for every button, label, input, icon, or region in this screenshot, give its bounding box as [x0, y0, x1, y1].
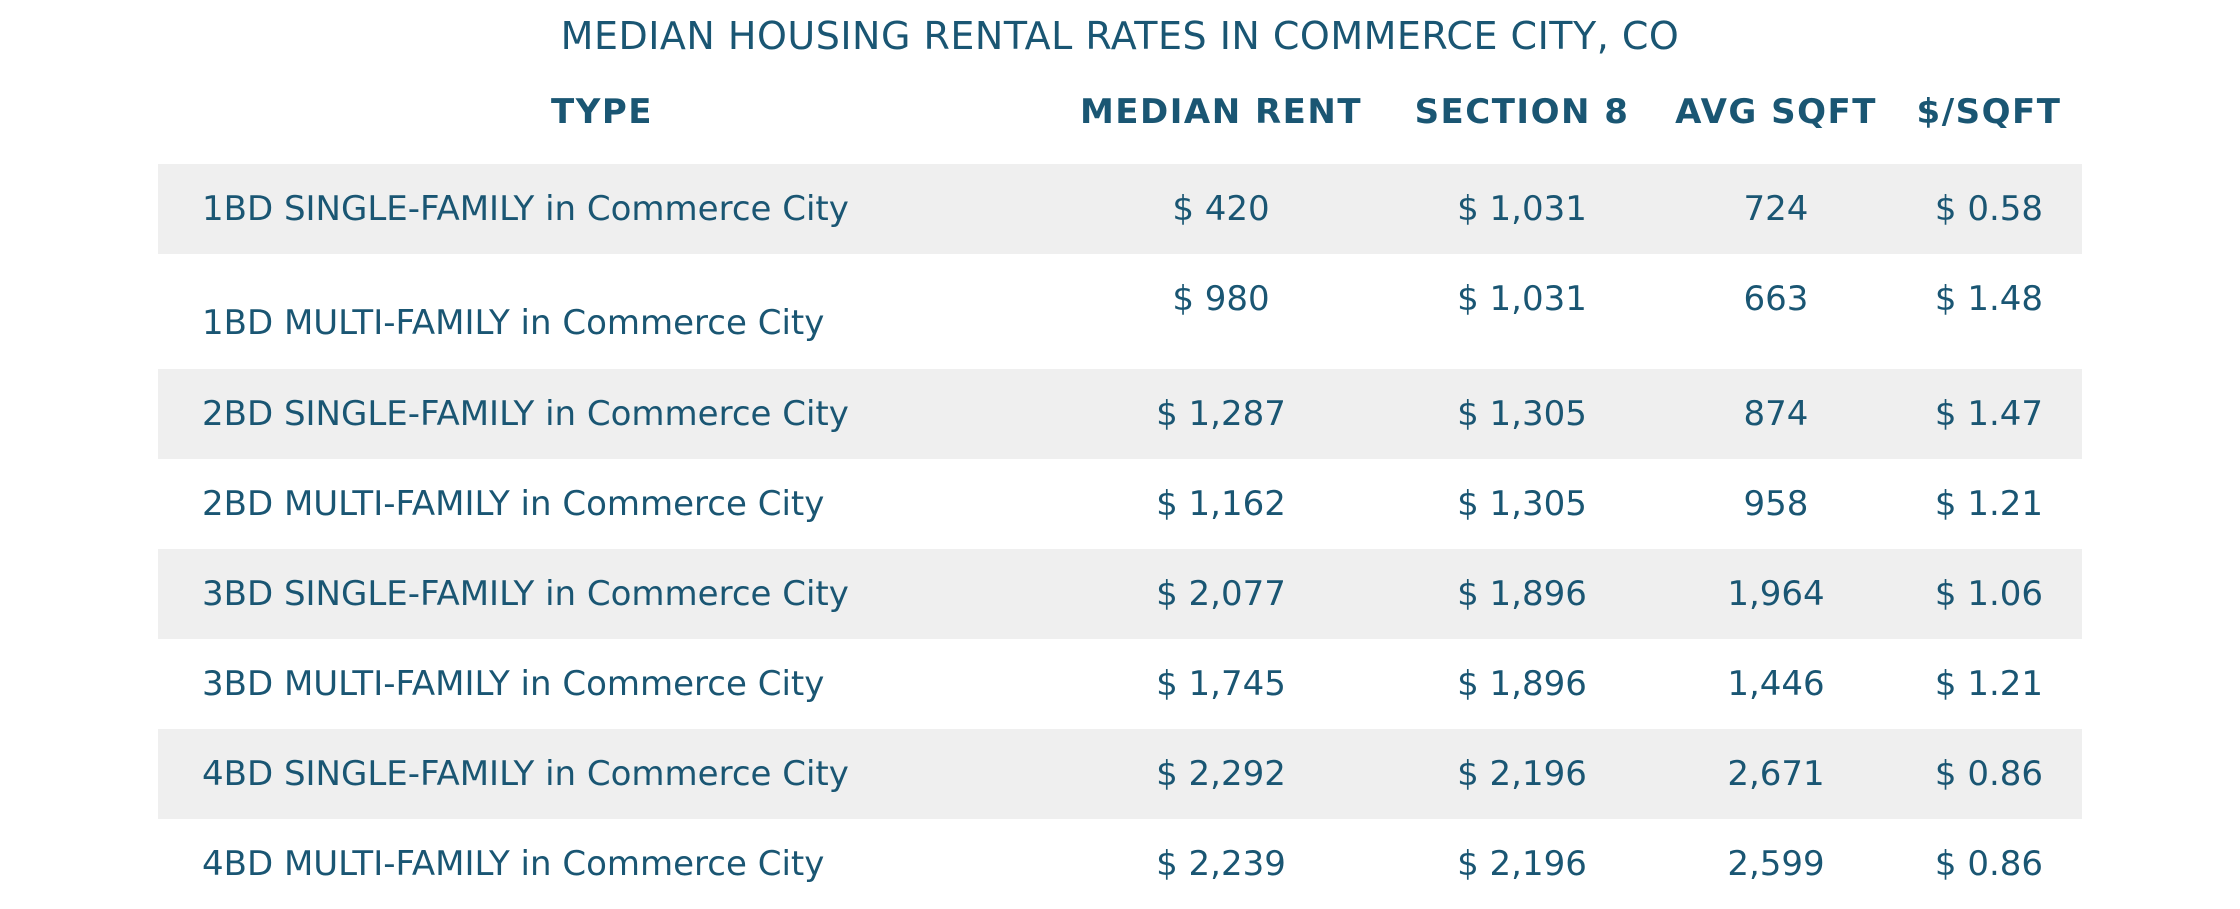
cell-median-rent: $ 1,745	[1156, 664, 1286, 704]
cell-price-per-sqft: $ 1.06	[1934, 574, 2044, 614]
cell-avg-sqft: 1,964	[1727, 574, 1825, 614]
cell-avg-sqft: 2,599	[1727, 844, 1825, 884]
cell-section-8: $ 1,896	[1457, 574, 1587, 614]
header-section-8: SECTION 8	[1414, 92, 1630, 132]
cell-section-8: $ 1,305	[1457, 484, 1587, 524]
table-row: 1BD MULTI-FAMILY in Commerce City $ 980 …	[158, 254, 2082, 369]
cell-median-rent: $ 420	[1172, 189, 1270, 229]
table-header: TYPE MEDIAN RENT SECTION 8 AVG SQFT $/SQ…	[0, 92, 2240, 148]
cell-section-8: $ 1,031	[1457, 189, 1587, 229]
cell-avg-sqft: 724	[1743, 189, 1809, 229]
cell-type: 1BD SINGLE-FAMILY in Commerce City	[202, 189, 849, 229]
header-type: TYPE	[551, 92, 653, 132]
cell-section-8: $ 1,031	[1457, 279, 1587, 319]
cell-type: 4BD SINGLE-FAMILY in Commerce City	[202, 754, 849, 794]
cell-type: 3BD MULTI-FAMILY in Commerce City	[202, 664, 825, 704]
cell-section-8: $ 1,305	[1457, 394, 1587, 434]
cell-type: 2BD MULTI-FAMILY in Commerce City	[202, 484, 825, 524]
cell-type: 2BD SINGLE-FAMILY in Commerce City	[202, 394, 849, 434]
page-title: MEDIAN HOUSING RENTAL RATES IN COMMERCE …	[560, 14, 1680, 58]
table-body: 1BD SINGLE-FAMILY in Commerce City $ 420…	[158, 164, 2082, 909]
cell-median-rent: $ 2,292	[1156, 754, 1286, 794]
cell-price-per-sqft: $ 1.21	[1934, 664, 2044, 704]
cell-price-per-sqft: $ 1.21	[1934, 484, 2044, 524]
cell-avg-sqft: 663	[1743, 279, 1809, 319]
cell-type: 4BD MULTI-FAMILY in Commerce City	[202, 844, 825, 884]
cell-price-per-sqft: $ 0.86	[1934, 754, 2044, 794]
cell-type: 1BD MULTI-FAMILY in Commerce City	[202, 303, 825, 343]
cell-price-per-sqft: $ 0.58	[1934, 189, 2044, 229]
cell-avg-sqft: 2,671	[1727, 754, 1825, 794]
table-row: 4BD MULTI-FAMILY in Commerce City $ 2,23…	[158, 819, 2082, 909]
cell-section-8: $ 2,196	[1457, 844, 1587, 884]
cell-section-8: $ 2,196	[1457, 754, 1587, 794]
table-row: 1BD SINGLE-FAMILY in Commerce City $ 420…	[158, 164, 2082, 254]
header-median-rent: MEDIAN RENT	[1079, 92, 1363, 132]
table-row: 2BD SINGLE-FAMILY in Commerce City $ 1,2…	[158, 369, 2082, 459]
cell-avg-sqft: 1,446	[1727, 664, 1825, 704]
cell-price-per-sqft: $ 1.48	[1934, 279, 2044, 319]
header-price-per-sqft: $/SQFT	[1916, 92, 2062, 132]
table-row: 4BD SINGLE-FAMILY in Commerce City $ 2,2…	[158, 729, 2082, 819]
cell-avg-sqft: 958	[1743, 484, 1809, 524]
header-avg-sqft: AVG SQFT	[1675, 92, 1877, 132]
table-row: 2BD MULTI-FAMILY in Commerce City $ 1,16…	[158, 459, 2082, 549]
cell-avg-sqft: 874	[1743, 394, 1809, 434]
cell-median-rent: $ 1,287	[1156, 394, 1286, 434]
cell-section-8: $ 1,896	[1457, 664, 1587, 704]
table-row: 3BD MULTI-FAMILY in Commerce City $ 1,74…	[158, 639, 2082, 729]
cell-price-per-sqft: $ 0.86	[1934, 844, 2044, 884]
cell-median-rent: $ 1,162	[1156, 484, 1286, 524]
cell-median-rent: $ 2,077	[1156, 574, 1286, 614]
cell-price-per-sqft: $ 1.47	[1934, 394, 2044, 434]
cell-median-rent: $ 2,239	[1156, 844, 1286, 884]
cell-type: 3BD SINGLE-FAMILY in Commerce City	[202, 574, 849, 614]
table-row: 3BD SINGLE-FAMILY in Commerce City $ 2,0…	[158, 549, 2082, 639]
cell-median-rent: $ 980	[1172, 279, 1270, 319]
